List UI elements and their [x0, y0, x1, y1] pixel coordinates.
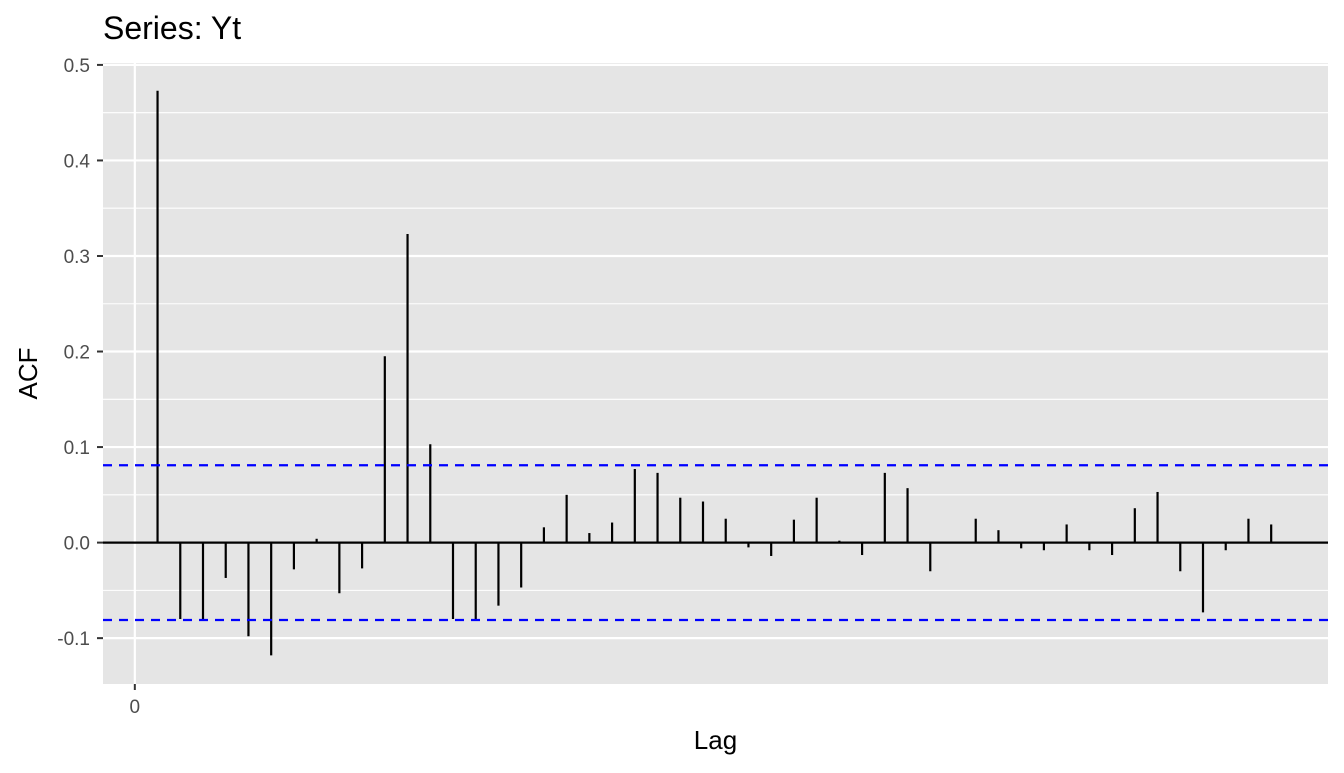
y-tick-label: 0.2: [64, 343, 90, 364]
y-axis: -0.1 0.0 0.1 0.2 0.3 0.4 0.5: [57, 56, 103, 650]
acf-bars: [156, 90, 1273, 656]
y-axis-title: ACF: [13, 348, 43, 400]
plot-panel: [103, 63, 1328, 684]
x-axis: 0: [130, 684, 141, 718]
y-tick-label: 0.3: [64, 247, 90, 268]
y-tick-label: -0.1: [57, 629, 90, 650]
chart-title: Series: Yt: [103, 10, 241, 46]
confidence-bounds: [103, 464, 1328, 622]
y-tick-label: 0.4: [64, 151, 91, 172]
x-axis-title: Lag: [694, 725, 737, 755]
y-tick-label: 0.0: [64, 534, 90, 555]
y-tick-label: 0.1: [64, 438, 90, 459]
y-tick-label: 0.5: [64, 56, 90, 77]
x-tick-label: 0: [130, 697, 141, 718]
